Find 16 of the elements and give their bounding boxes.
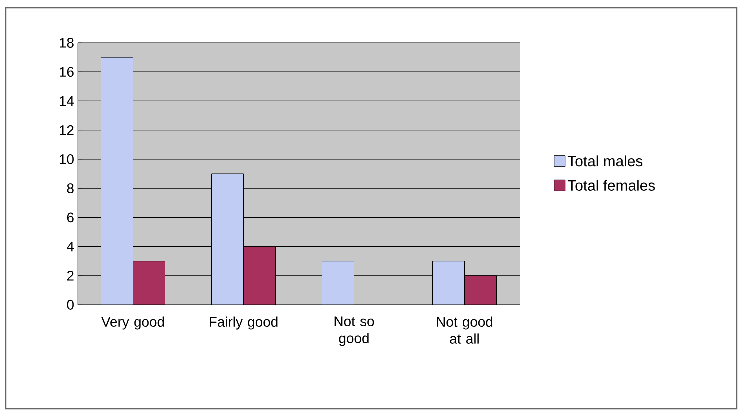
y-tick-label: 16 bbox=[60, 67, 74, 78]
y-tick-label: 8 bbox=[67, 184, 74, 194]
x-tick-label: Not so good bbox=[334, 316, 374, 346]
legend-label: Total females bbox=[568, 180, 656, 191]
y-tick-label: 12 bbox=[60, 125, 74, 136]
x-tick-label: Fairly good bbox=[210, 316, 278, 330]
y-tick-label: 2 bbox=[67, 271, 74, 281]
y-tick-label: 14 bbox=[60, 96, 74, 106]
y-tick-label: 6 bbox=[67, 212, 74, 223]
y-tick-label: 4 bbox=[67, 242, 74, 252]
y-tick-label: 18 bbox=[60, 38, 74, 48]
x-tick-label: Not good at all bbox=[437, 316, 493, 344]
legend-label: Total males bbox=[568, 156, 643, 167]
x-tick-label: Very good bbox=[102, 316, 164, 330]
y-tick-label: 10 bbox=[60, 154, 74, 164]
y-tick-label: 0 bbox=[67, 300, 74, 310]
